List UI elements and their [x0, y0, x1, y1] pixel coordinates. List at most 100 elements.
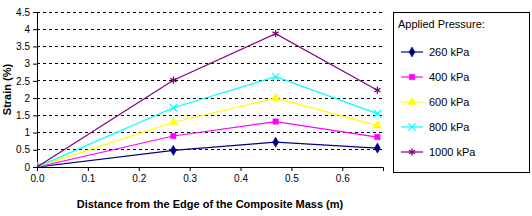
legend-entry: 260 kPa	[401, 46, 470, 58]
tick-label: 2.5	[16, 76, 30, 87]
legend-entry: 600 kPa	[401, 96, 470, 108]
tick-label: 0.4	[234, 173, 248, 184]
tick: 0.2	[132, 167, 146, 184]
tick: 0.5	[285, 167, 299, 184]
marker	[374, 143, 380, 153]
tick-mark	[33, 64, 37, 65]
tick: 1	[24, 127, 37, 138]
legend-entry: 800 kPa	[401, 121, 470, 133]
tick: 1.5	[16, 110, 37, 121]
legend-marker	[408, 97, 416, 104]
tick: 2	[24, 93, 37, 104]
tick-mark	[33, 167, 37, 168]
marker	[170, 77, 176, 84]
marker	[374, 87, 380, 94]
series-group	[37, 30, 382, 167]
tick-mark	[33, 115, 37, 116]
chart: 0.0 0.1 0.2 0.3 0.4 0.5 0.6 0 0.5 1 1.5 2 2.5 3 3.5 4 4.…	[0, 0, 532, 216]
legend-entry: 400 kPa	[401, 71, 470, 83]
tick-mark	[33, 150, 37, 151]
tick-mark	[33, 46, 37, 47]
axis-line	[33, 13, 38, 168]
tick: 0.6	[336, 167, 350, 184]
tick-mark	[241, 167, 242, 171]
marker	[171, 133, 176, 138]
legend-label: 260 kPa	[429, 46, 470, 58]
legend-marker	[409, 148, 415, 155]
tick-mark	[88, 167, 89, 171]
marker	[272, 73, 279, 80]
marker	[271, 93, 279, 100]
tick: 0.5	[16, 144, 37, 155]
plot: 0.0 0.1 0.2 0.3 0.4 0.5 0.6 0 0.5 1 1.5 2 2.5 3 3.5 4 4.…	[16, 7, 383, 184]
legend-label: 600 kPa	[429, 96, 470, 108]
tick: 0.1	[81, 167, 95, 184]
tick-label: 0	[24, 162, 30, 173]
grid-line	[37, 46, 383, 47]
marker	[170, 104, 177, 111]
series-line	[37, 98, 377, 167]
tick-label: 3	[24, 58, 30, 69]
tick-label: 1	[24, 127, 30, 138]
series-line	[37, 142, 377, 167]
series-line	[37, 77, 377, 167]
tick: 0.4	[234, 167, 248, 184]
tick: 0.0	[31, 167, 45, 184]
series-line	[37, 34, 377, 167]
legend-title: Applied Pressure:	[398, 18, 485, 30]
legend-label: 400 kPa	[429, 71, 470, 83]
tick: 4.5	[16, 7, 37, 18]
marker	[373, 121, 381, 128]
tick: 3.5	[16, 41, 37, 52]
grid-line	[37, 80, 383, 81]
tick-label: 4.5	[16, 7, 30, 18]
marker	[375, 134, 380, 139]
tick-label: 0.2	[132, 173, 146, 184]
legend-entry: 1000 kPa	[401, 146, 476, 158]
marker	[169, 117, 177, 124]
legend-marker	[409, 74, 414, 79]
grid	[37, 12, 383, 167]
grid-line	[37, 29, 383, 30]
grid-line	[37, 132, 383, 133]
x-axis: 0.0 0.1 0.2 0.3 0.4 0.5 0.6	[31, 167, 384, 184]
legend-label: 800 kPa	[429, 121, 470, 133]
tick-mark	[139, 167, 140, 171]
tick-label: 0.5	[285, 173, 299, 184]
marker	[273, 30, 279, 37]
legend-label: 1000 kPa	[429, 146, 476, 158]
tick-label: 0.5	[16, 144, 30, 155]
tick-label: 1.5	[16, 110, 30, 121]
tick-mark	[291, 167, 292, 171]
marker	[374, 110, 381, 117]
grid-line	[37, 115, 383, 116]
tick-mark	[33, 12, 37, 13]
tick-mark	[33, 29, 37, 30]
legend-marker	[409, 47, 415, 57]
x-axis-title: Distance from the Edge of the Composite …	[77, 198, 344, 210]
tick-label: 3.5	[16, 41, 30, 52]
tick-mark	[342, 167, 343, 171]
tick: 4	[24, 24, 37, 35]
legend: Applied Pressure: 260 kPa 400 kPa 600 kPa 80…	[393, 12, 529, 172]
grid-line	[37, 12, 383, 13]
tick-label: 0.1	[81, 173, 95, 184]
tick-mark	[33, 98, 37, 99]
marker	[273, 137, 279, 147]
legend-marker	[408, 123, 415, 130]
legend-box	[393, 12, 529, 172]
grid-line	[37, 98, 383, 99]
tick-label: 0.6	[336, 173, 350, 184]
tick-label: 0.3	[183, 173, 197, 184]
y-axis-title: Strain (%)	[1, 63, 13, 115]
y-axis: 0 0.5 1 1.5 2 2.5 3 3.5 4 4.5	[16, 7, 37, 173]
axis-line	[38, 168, 384, 172]
marker	[273, 119, 278, 124]
tick-mark	[33, 133, 37, 134]
tick: 3	[24, 58, 37, 69]
marker	[170, 145, 176, 155]
tick: 2.5	[16, 76, 37, 87]
tick-label: 0.0	[31, 173, 45, 184]
tick-mark	[33, 81, 37, 82]
tick: 0	[24, 162, 37, 173]
